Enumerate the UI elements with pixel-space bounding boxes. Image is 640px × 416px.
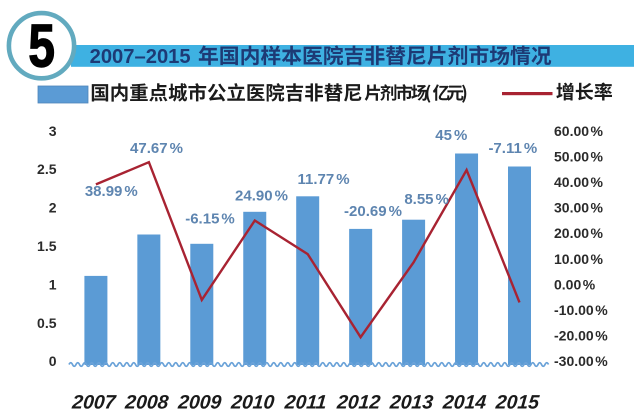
svg-text:2: 2: [49, 200, 57, 216]
svg-text:2015: 2015: [494, 391, 541, 413]
svg-text:2013: 2013: [388, 391, 434, 413]
svg-text:2009: 2009: [176, 391, 222, 413]
svg-text:0.00%: 0.00%: [554, 276, 596, 292]
svg-text:-20.69%: -20.69%: [344, 203, 402, 220]
svg-text:10.00%: 10.00%: [554, 251, 604, 267]
svg-text:-30.00%: -30.00%: [554, 353, 608, 369]
svg-text:8.55%: 8.55%: [404, 191, 449, 208]
svg-text:2007: 2007: [70, 391, 117, 413]
svg-text:2011: 2011: [283, 391, 328, 413]
svg-text:38.99%: 38.99%: [85, 183, 138, 200]
svg-text:11.77%: 11.77%: [297, 171, 349, 188]
svg-text:0.5: 0.5: [37, 315, 57, 331]
svg-text:60.00%: 60.00%: [554, 123, 604, 139]
svg-text:24.90%: 24.90%: [235, 188, 288, 205]
svg-text:1: 1: [49, 276, 57, 292]
svg-text:-20.00%: -20.00%: [554, 328, 608, 344]
svg-text:1.5: 1.5: [37, 238, 57, 254]
svg-text:2007–2015: 2007–2015: [90, 46, 191, 68]
svg-text:50.00%: 50.00%: [554, 148, 604, 164]
svg-text:40.00%: 40.00%: [554, 174, 604, 190]
svg-text:47.67%: 47.67%: [130, 140, 183, 157]
svg-text:5: 5: [28, 12, 55, 80]
svg-text:-10.00%: -10.00%: [554, 302, 608, 318]
svg-text:2014: 2014: [441, 391, 487, 413]
svg-text:-7.11%: -7.11%: [488, 140, 537, 157]
svg-text:2012: 2012: [335, 391, 381, 413]
svg-text:30.00%: 30.00%: [554, 200, 604, 216]
svg-text:2008: 2008: [123, 391, 169, 413]
svg-text:0: 0: [49, 353, 57, 369]
svg-text:2010: 2010: [229, 391, 275, 413]
svg-text:20.00%: 20.00%: [554, 225, 604, 241]
svg-text:-6.15%: -6.15%: [185, 211, 235, 228]
svg-text:45%: 45%: [435, 127, 467, 144]
svg-text:2.5: 2.5: [37, 161, 57, 177]
svg-text:3: 3: [49, 123, 57, 139]
